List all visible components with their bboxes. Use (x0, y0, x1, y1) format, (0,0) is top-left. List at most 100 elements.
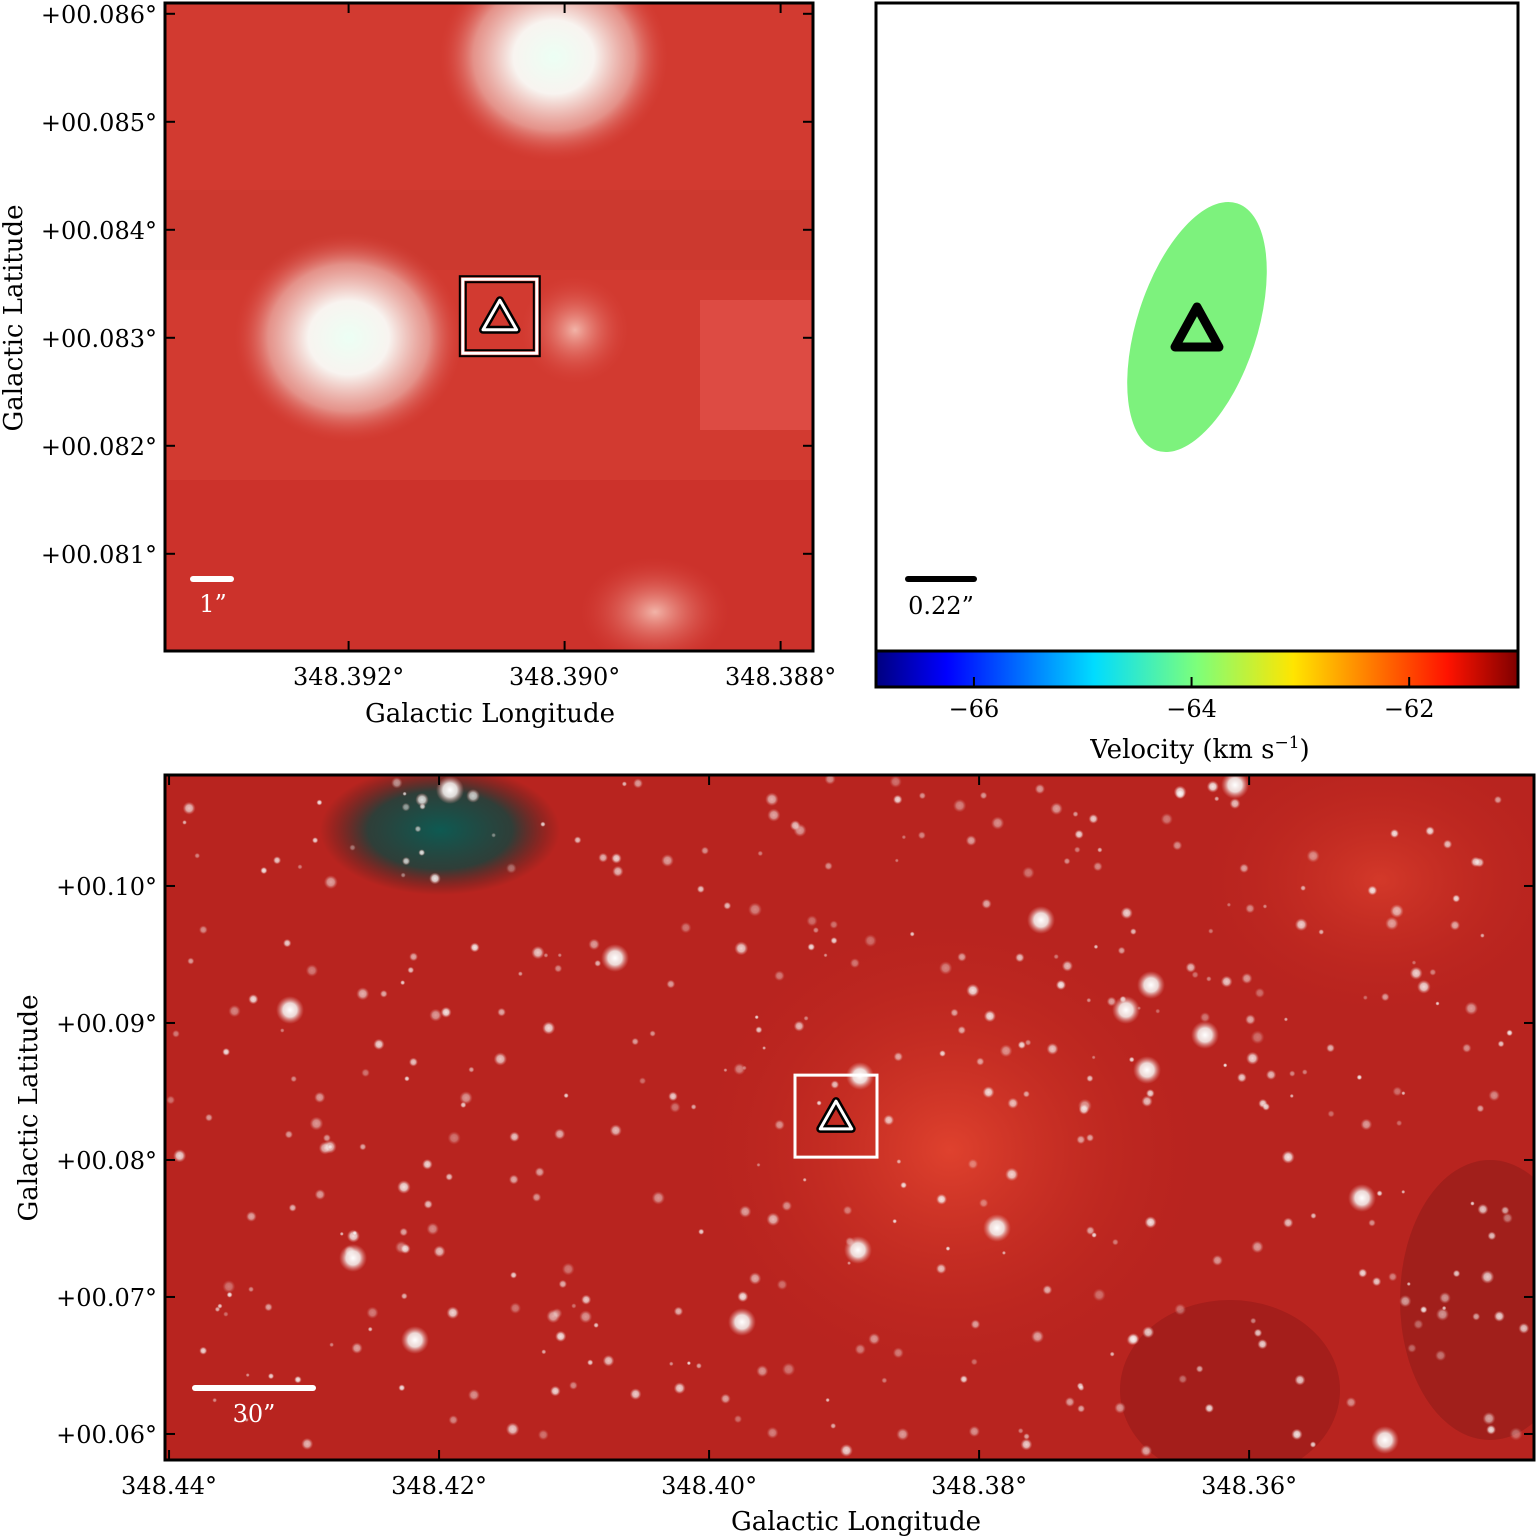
background-star (901, 834, 907, 840)
background-star (896, 1159, 902, 1165)
background-star (802, 1177, 807, 1182)
background-star (965, 835, 977, 847)
background-star (1310, 1212, 1317, 1219)
bright-star (844, 1236, 872, 1264)
background-star (359, 1143, 367, 1151)
background-star (531, 1192, 542, 1202)
background-star (762, 1045, 767, 1051)
background-star (541, 1349, 547, 1355)
background-star (1399, 1294, 1412, 1308)
background-star (429, 872, 441, 885)
background-star (579, 1310, 593, 1324)
background-star (554, 964, 563, 973)
background-star (1291, 1428, 1303, 1441)
background-star (1493, 795, 1502, 804)
background-star (407, 966, 415, 974)
background-star (935, 1263, 947, 1275)
background-star (1050, 802, 1063, 816)
background-star (756, 1162, 761, 1167)
background-star (248, 1286, 255, 1293)
background-star (839, 1443, 853, 1457)
wide-triangle-marker (818, 1099, 854, 1131)
background-star (1024, 1039, 1032, 1046)
background-star (748, 1272, 762, 1285)
background-star (414, 825, 422, 833)
background-star (352, 1230, 358, 1236)
background-star (781, 1362, 796, 1377)
background-star (404, 1075, 410, 1082)
background-star (1055, 979, 1067, 991)
background-star (433, 1245, 446, 1258)
background-star (970, 1358, 978, 1366)
velocity-scale-label: 0.22” (908, 592, 974, 620)
wide-y-tick-label: +00.09° (56, 1010, 157, 1038)
background-star (581, 1294, 592, 1305)
background-star (776, 1279, 788, 1291)
background-star (329, 1342, 335, 1348)
background-star (983, 1009, 997, 1023)
background-star (1253, 1328, 1263, 1338)
background-star (1172, 840, 1183, 851)
background-star (1214, 796, 1220, 802)
background-star (1030, 1329, 1045, 1344)
colorbar-tick-label: −66 (949, 695, 1000, 723)
background-star (409, 952, 419, 962)
background-star (301, 1437, 314, 1450)
background-star (297, 864, 303, 870)
bright-star (1112, 996, 1140, 1024)
background-star (1022, 866, 1035, 879)
bright-star (983, 1214, 1011, 1242)
background-star (842, 1205, 853, 1216)
background-star (1205, 976, 1212, 982)
background-star (1236, 1072, 1247, 1083)
background-star (1191, 971, 1199, 979)
background-star (212, 1397, 218, 1403)
background-star (226, 1291, 233, 1298)
background-star (279, 1028, 285, 1033)
background-star (401, 856, 411, 866)
bright-star (1371, 1426, 1399, 1454)
background-star (1160, 812, 1173, 826)
background-star (1145, 1088, 1155, 1098)
background-star (1074, 829, 1084, 840)
zoom-panel: 348.392° 348.390° 348.388° +00.086° +00.085°… (0, 1, 836, 729)
background-star (1449, 920, 1461, 931)
background-star (739, 1205, 752, 1218)
background-star (1282, 1217, 1294, 1228)
background-star (1226, 902, 1232, 907)
background-star (1086, 1074, 1094, 1083)
background-star (609, 1124, 622, 1137)
background-star (445, 1172, 454, 1181)
wide-marker-box (793, 1073, 879, 1159)
colorbar-tick-label: −64 (1166, 695, 1217, 723)
background-star (1419, 1305, 1428, 1314)
background-star (807, 943, 816, 951)
zoom-faint-source (520, 275, 630, 385)
background-star (991, 816, 1005, 830)
zoom-y-tick-label: +00.081° (41, 541, 157, 569)
background-star (1053, 953, 1059, 960)
background-star (1092, 1288, 1106, 1302)
background-star (549, 1385, 561, 1397)
background-star (349, 844, 356, 851)
background-star (824, 775, 836, 785)
background-star (593, 1322, 599, 1329)
background-star (587, 1359, 594, 1366)
background-star (469, 942, 480, 953)
background-star (766, 1212, 780, 1227)
background-star (680, 922, 692, 934)
background-star (1245, 1014, 1256, 1025)
background-star (765, 792, 779, 807)
background-star (379, 989, 388, 998)
background-star (1114, 1402, 1126, 1414)
background-star (981, 898, 992, 909)
zoom-x-tick-label: 348.390° (509, 663, 620, 691)
background-star (1356, 1074, 1363, 1081)
background-star (460, 1101, 467, 1109)
background-star (812, 926, 820, 934)
background-star (967, 1158, 979, 1170)
background-star (982, 1086, 995, 1099)
background-star (554, 1128, 566, 1140)
background-star (690, 1103, 697, 1110)
background-star (1241, 972, 1253, 985)
